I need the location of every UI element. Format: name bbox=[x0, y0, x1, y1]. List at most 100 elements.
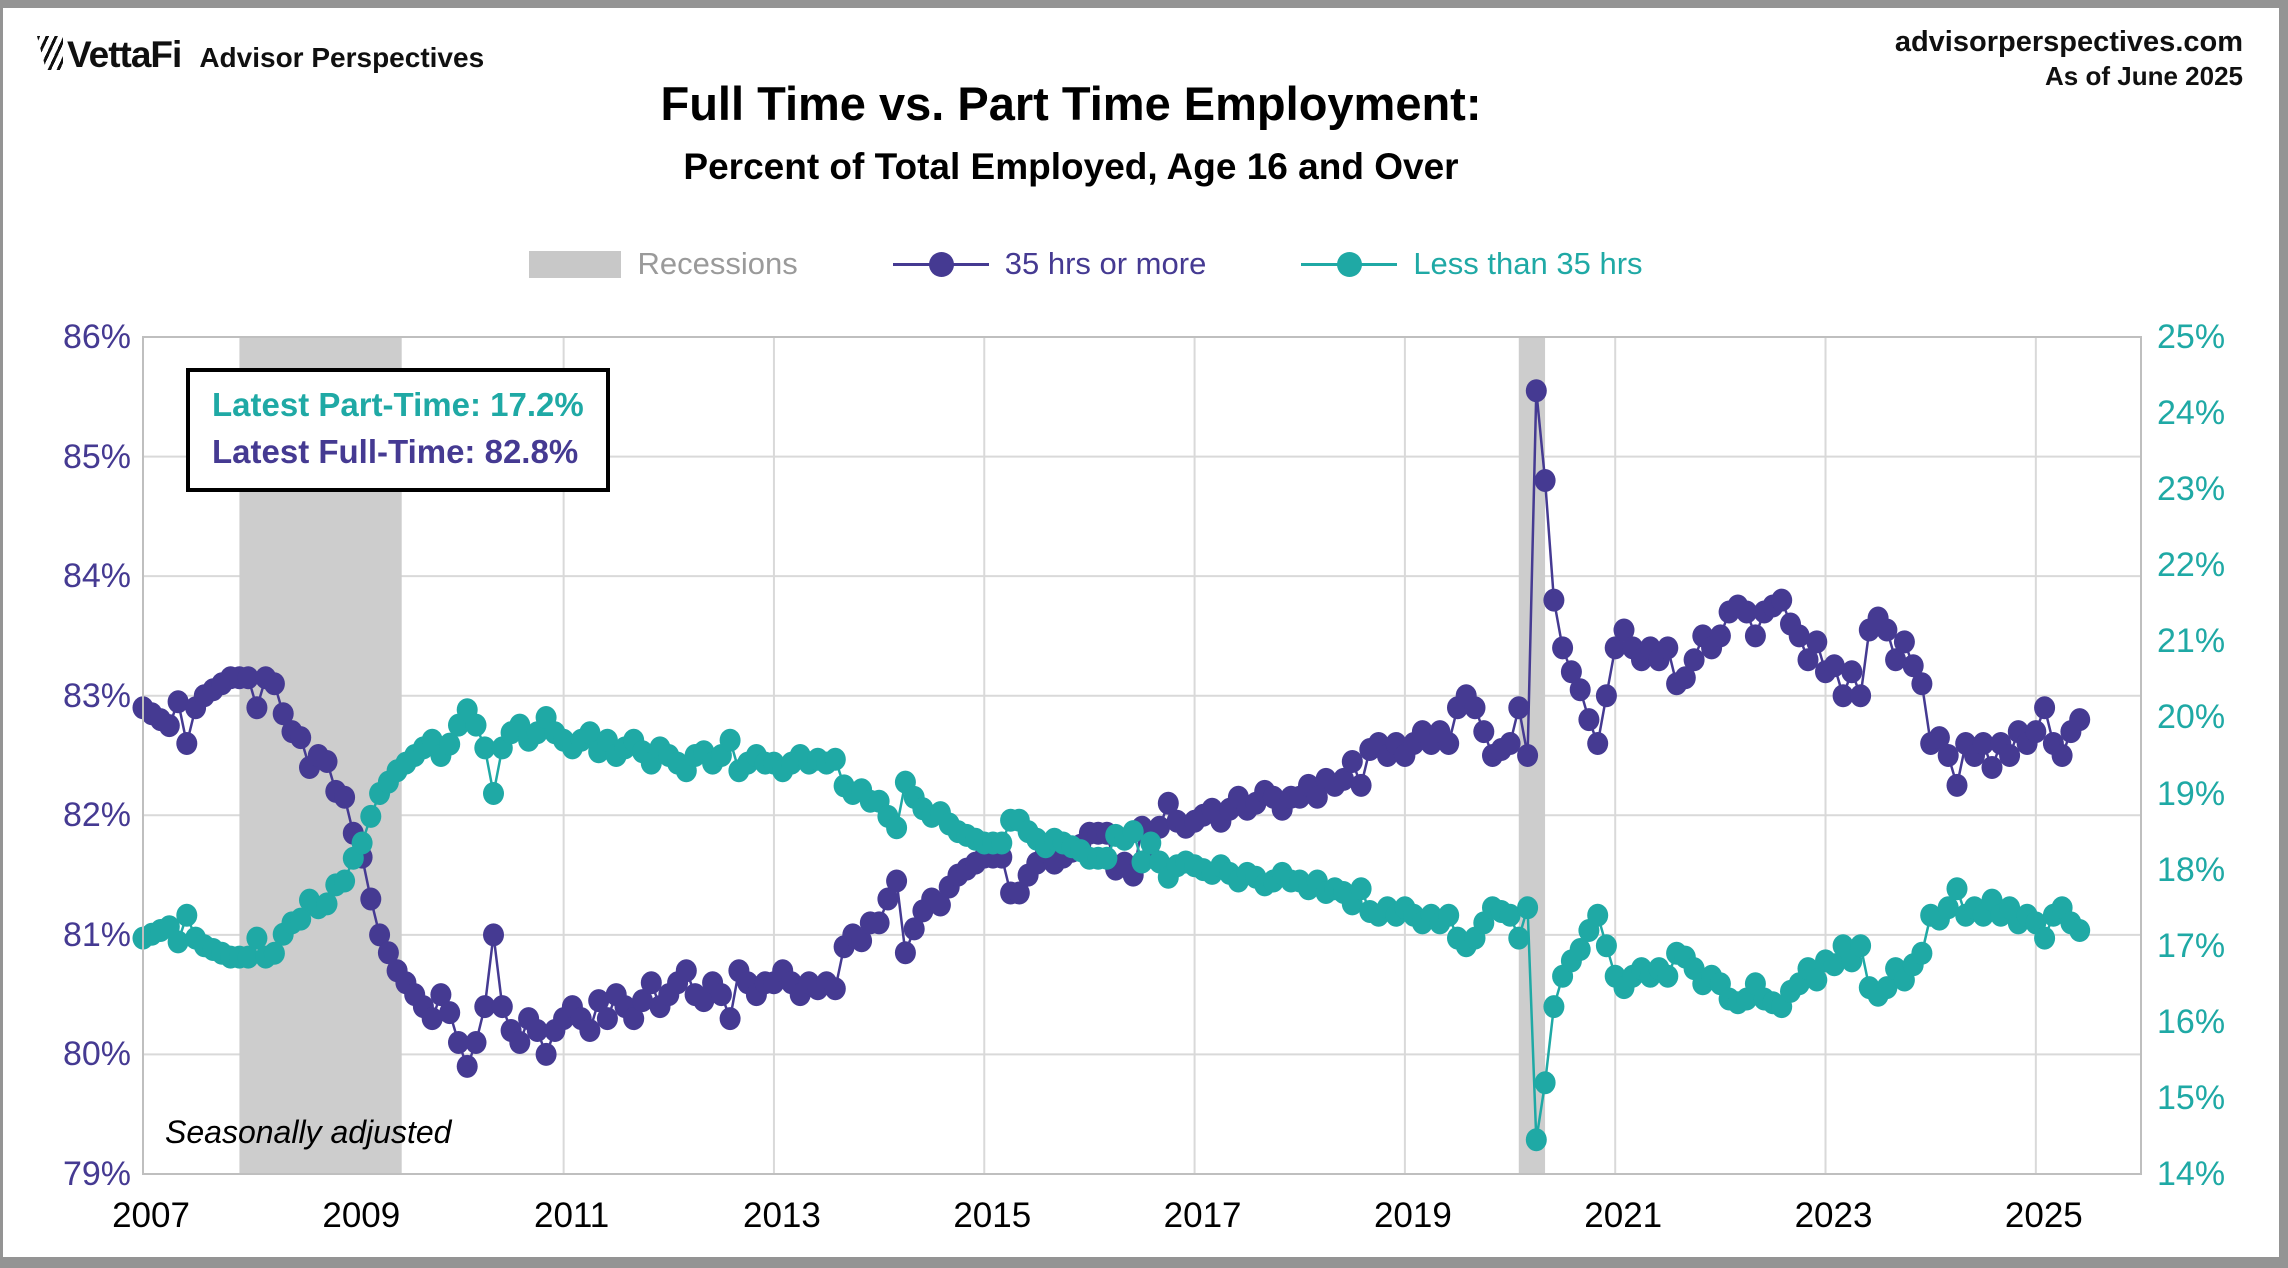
right-axis-tick: 23% bbox=[2157, 470, 2226, 509]
x-axis-tick: 2023 bbox=[1794, 1196, 1873, 1235]
data-point bbox=[316, 750, 338, 773]
data-point bbox=[1569, 678, 1591, 702]
data-point bbox=[1008, 881, 1030, 905]
data-point bbox=[2034, 696, 2056, 720]
data-point bbox=[1543, 588, 1565, 612]
vettafi-logo: VettaFi Advisor Perspectives bbox=[37, 34, 484, 76]
data-point bbox=[465, 1031, 487, 1054]
right-axis-tick: 24% bbox=[2157, 394, 2226, 433]
data-point bbox=[1674, 666, 1696, 690]
data-point bbox=[894, 941, 916, 965]
data-point bbox=[465, 713, 487, 737]
data-point bbox=[1333, 767, 1355, 791]
data-point bbox=[719, 728, 741, 752]
data-point bbox=[439, 732, 461, 756]
data-point bbox=[263, 672, 285, 696]
data-point bbox=[1709, 624, 1731, 648]
data-point bbox=[377, 941, 399, 965]
data-point bbox=[1613, 618, 1635, 642]
data-point bbox=[1806, 968, 1828, 992]
data-point bbox=[1543, 995, 1565, 1019]
right-axis-tick: 25% bbox=[2157, 318, 2226, 356]
data-point bbox=[1823, 953, 1845, 977]
data-point bbox=[526, 1019, 548, 1042]
chart-title: Full Time vs. Part Time Employment: bbox=[660, 77, 1482, 130]
data-point bbox=[596, 1007, 618, 1031]
x-axis-tick: 2013 bbox=[743, 1196, 821, 1235]
data-point bbox=[448, 1031, 469, 1054]
data-point bbox=[623, 1007, 645, 1031]
data-point bbox=[176, 903, 198, 927]
data-point bbox=[1552, 636, 1574, 660]
brand-name: VettaFi bbox=[67, 34, 182, 75]
x-axis-tick: 2009 bbox=[322, 1196, 401, 1235]
data-point bbox=[1341, 750, 1363, 773]
data-point bbox=[588, 989, 610, 1013]
latest-values-callout: Latest Part-Time: 17.2% Latest Full-Time… bbox=[186, 368, 610, 492]
series-line bbox=[142, 707, 2081, 1140]
data-point bbox=[1122, 820, 1144, 844]
data-point bbox=[991, 831, 1013, 855]
data-point bbox=[535, 1042, 557, 1066]
data-point bbox=[474, 995, 496, 1019]
right-axis-tick: 18% bbox=[2157, 850, 2226, 889]
source-url: advisorperspectives.com bbox=[1894, 26, 2243, 58]
data-point bbox=[246, 926, 268, 950]
data-point bbox=[1771, 588, 1793, 612]
data-point bbox=[2069, 708, 2091, 732]
right-axis-tick: 19% bbox=[2157, 774, 2226, 813]
data-point bbox=[1131, 850, 1153, 874]
left-axis-tick: 79% bbox=[62, 1155, 131, 1193]
data-point bbox=[1499, 903, 1521, 927]
data-point bbox=[2025, 720, 2047, 744]
data-point bbox=[1841, 660, 1863, 684]
data-point bbox=[334, 869, 356, 893]
data-point bbox=[1946, 773, 1968, 797]
data-point bbox=[246, 696, 268, 720]
right-axis-tick: 22% bbox=[2157, 546, 2226, 585]
data-point bbox=[1508, 696, 1530, 720]
data-point bbox=[369, 923, 391, 947]
x-axis-tick: 2015 bbox=[953, 1196, 1032, 1235]
data-point bbox=[1893, 630, 1915, 654]
data-point bbox=[1850, 684, 1872, 708]
x-axis-tick: 2019 bbox=[1373, 1196, 1452, 1235]
data-point bbox=[1517, 744, 1539, 767]
data-point bbox=[272, 702, 294, 726]
right-axis-tick: 21% bbox=[2157, 622, 2226, 661]
data-point bbox=[1595, 934, 1617, 958]
right-axis-tick: 17% bbox=[2157, 926, 2226, 965]
left-axis-tick: 84% bbox=[62, 557, 131, 596]
data-point bbox=[1832, 684, 1854, 708]
data-point bbox=[167, 930, 189, 954]
data-point bbox=[1876, 976, 1898, 1000]
data-point bbox=[1569, 938, 1591, 961]
data-point bbox=[1911, 672, 1933, 696]
data-point bbox=[1604, 636, 1626, 660]
right-axis-tick: 14% bbox=[2157, 1155, 2226, 1193]
data-point bbox=[886, 816, 908, 840]
data-point bbox=[491, 995, 513, 1019]
data-point bbox=[290, 907, 312, 931]
data-point bbox=[1981, 756, 2003, 779]
data-point bbox=[237, 666, 259, 690]
data-point bbox=[632, 989, 653, 1013]
legend-item-part-time: Less than 35 hrs bbox=[1301, 246, 1643, 282]
part-time-marker-icon bbox=[1301, 251, 1398, 278]
right-axis-tick: 16% bbox=[2157, 1002, 2226, 1041]
data-point bbox=[456, 1054, 478, 1078]
legend-label-part-time: Less than 35 hrs bbox=[1413, 246, 1643, 281]
data-point bbox=[1350, 773, 1372, 797]
data-point bbox=[824, 747, 846, 771]
data-point bbox=[1517, 896, 1539, 920]
left-axis-tick: 86% bbox=[62, 318, 131, 356]
data-point bbox=[824, 977, 846, 1001]
data-point bbox=[1657, 964, 1679, 988]
left-axis-tick: 85% bbox=[62, 437, 131, 476]
data-point bbox=[675, 959, 697, 983]
series-line bbox=[142, 390, 2081, 1071]
right-axis-tick: 15% bbox=[2157, 1078, 2226, 1117]
data-point bbox=[1499, 732, 1521, 755]
data-point bbox=[868, 911, 890, 935]
data-point bbox=[1560, 660, 1582, 684]
